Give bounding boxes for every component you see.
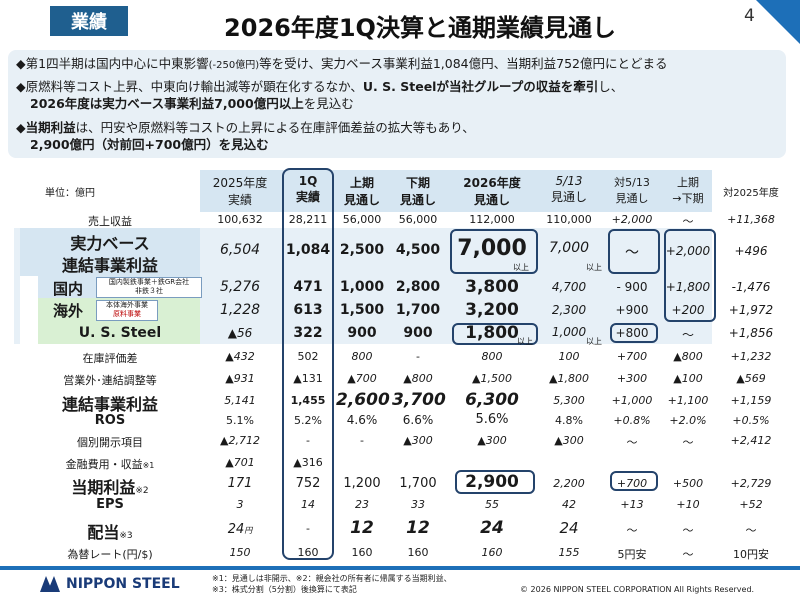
footnotes: ※1：見通しは非開示、※2：親会社の所有者に帰属する当期利益、 ※3：株式分割（5… <box>212 574 452 594</box>
domestic-row-band <box>200 276 712 298</box>
header-vs513: 対5/13 見通し <box>614 176 650 205</box>
highlight-net-2026 <box>455 470 535 494</box>
bullet-3-line2: 2,900億円（対前回+700億円）を見込む <box>30 137 269 152</box>
overseas-row-band <box>200 298 712 322</box>
header-vs2025: 対2025年度 <box>723 188 779 199</box>
logo-mark-icon <box>40 576 60 592</box>
header-band <box>200 170 712 212</box>
core-label-band <box>20 228 200 276</box>
page-number: 4 <box>744 6 755 26</box>
header-513: 5/13 見通し <box>550 174 587 204</box>
bullet-2-line2: 2026年度は実力ベース事業利益7,000億円以上を見込む <box>30 96 354 111</box>
highlight-uss-vs513 <box>610 323 658 343</box>
core-row-band <box>200 228 712 276</box>
header-fy2026: 2026年度 見通し <box>463 176 521 207</box>
page-title: 2026年度1Q決算と通期業績見通し <box>224 14 616 42</box>
uss-label-band <box>38 322 200 344</box>
bullet-1: ◆第1四半期は国内中心に中東影響(-250億円)等を受け、実力ベース事業利益1,… <box>16 56 668 71</box>
highlight-uss-2026 <box>452 323 538 345</box>
1q-column-box <box>282 168 334 560</box>
highlight-1h2h <box>664 229 716 322</box>
highlight-core-2026 <box>450 229 538 274</box>
header-1h: 上期 見通し <box>343 176 380 207</box>
left-bracket-band <box>14 228 20 344</box>
header-2h: 下期 見通し <box>399 176 436 207</box>
unit-label: 単位：億円 <box>45 188 95 199</box>
highlight-net-vs513 <box>610 471 658 491</box>
footer-divider <box>0 566 800 570</box>
uss-row-band <box>200 322 712 344</box>
summary-box <box>8 50 786 158</box>
bullet-3: ◆当期利益は、円安や原燃料等コストの上昇による在庫評価差益の拡大等もあり、 <box>16 120 475 135</box>
bullet-2: ◆原燃料等コスト上昇、中東向け輸出減等が顕在化するなか、U. S. Steelが… <box>16 79 624 94</box>
header-1q: 1Q 実績 <box>295 174 320 204</box>
section-tag: 業績 <box>50 6 128 36</box>
company-logo: NIPPON STEEL <box>40 576 180 592</box>
corner-decoration <box>756 0 800 44</box>
header-1h-2h: 上期 →下期 <box>672 176 704 205</box>
highlight-core-vs513 <box>608 229 660 274</box>
header-fy2025: 2025年度 実績 <box>212 176 268 207</box>
copyright: © 2026 NIPPON STEEL CORPORATION All Righ… <box>520 585 755 594</box>
